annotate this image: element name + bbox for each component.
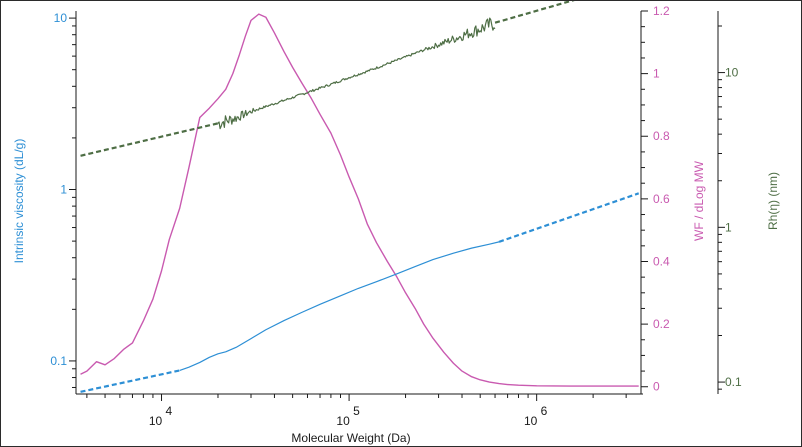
wf-axis-title: WF / dLog MW	[692, 160, 706, 241]
rh-tick-label: 10	[725, 66, 739, 80]
iv-tick-label: 0.1	[50, 354, 67, 368]
rh-tick-label: 0.1	[725, 375, 742, 389]
wf-tick-label: 0.6	[653, 192, 670, 206]
iv-tick-label: 10	[54, 11, 68, 25]
x-tick-label-exp: 5	[353, 404, 360, 418]
series-rh-solid-5	[217, 17, 496, 130]
x-tick-label-base: 10	[336, 414, 350, 428]
wf-tick-label: 0.8	[653, 129, 670, 143]
rh-tick-label: 1	[725, 220, 732, 234]
wf-tick-label: 0	[653, 380, 660, 394]
x-tick-label-base: 10	[149, 414, 163, 428]
x-tick-label-exp: 4	[166, 404, 173, 418]
x-axis-title: Molecular Weight (Da)	[291, 431, 410, 445]
series-iv-solid-2	[179, 241, 500, 372]
wf-tick-label: 0.4	[653, 254, 670, 268]
x-tick-label-base: 10	[524, 414, 538, 428]
series-rh-dashed-6	[494, 1, 575, 24]
series-iv-dashed-1	[80, 369, 180, 393]
wf-tick-label: 0.2	[653, 317, 670, 331]
series-iv-dashed-3	[498, 192, 640, 243]
series-rh-dashed-4	[80, 122, 219, 157]
rh-axis-title: Rh(η) (nm)	[766, 172, 780, 230]
iv-tick-label: 1	[60, 183, 67, 197]
x-tick-label-exp: 6	[541, 404, 548, 418]
series-layer	[80, 1, 640, 393]
iv-axis-title: Intrinsic viscosity (dL/g)	[12, 139, 26, 264]
wf-tick-label: 1	[653, 67, 660, 81]
wf-tick-label: 1.2	[653, 4, 670, 18]
series-wf-solid-0	[80, 13, 639, 387]
